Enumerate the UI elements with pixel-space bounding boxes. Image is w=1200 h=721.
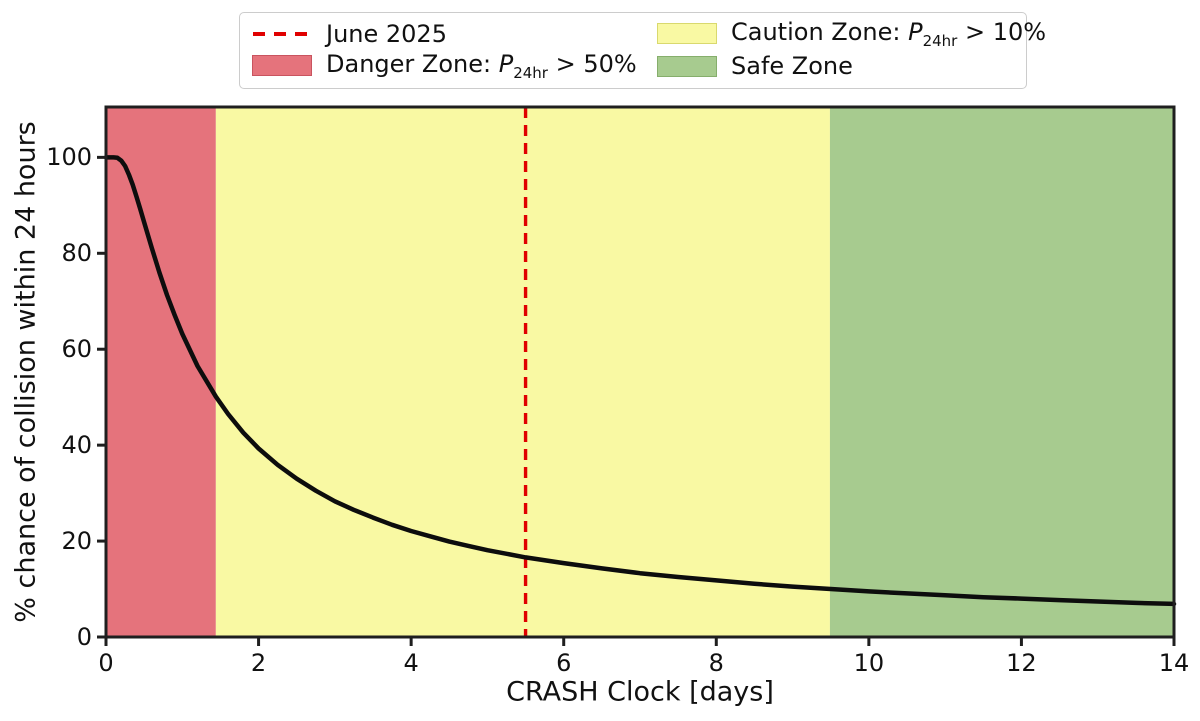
legend: June 2025 Danger Zone: P24hr > 50% Cauti… (239, 12, 1046, 89)
danger-label-subscript: 24hr (513, 63, 548, 82)
probability-curve (103, 155, 1177, 607)
caution-label-subscript: 24hr (922, 31, 958, 50)
caution-zone-region (215, 107, 830, 637)
legend-item-safe-zone: Safe Zone (657, 52, 1046, 80)
danger-zone-swatch (252, 55, 312, 77)
legend-label-danger-zone: Danger Zone: P24hr > 50% (326, 50, 637, 82)
dashed-line-swatch (253, 32, 311, 36)
x-axis-label: CRASH Clock [days] (506, 676, 774, 708)
legend-label-safe-zone: Safe Zone (731, 52, 853, 80)
legend-label-june-2025: June 2025 (326, 20, 447, 48)
legend-label-caution-zone: Caution Zone: P24hr > 10% (731, 18, 1046, 50)
danger-label-prefix: Danger Zone: (326, 50, 499, 79)
legend-item-june-2025: June 2025 (252, 20, 657, 48)
caution-label-prefix: Caution Zone: (731, 18, 909, 47)
danger-zone-region (106, 107, 216, 637)
danger-label-pvar: P (498, 50, 514, 79)
danger-label-suffix: > 50% (547, 50, 637, 79)
legend-item-danger-zone: Danger Zone: P24hr > 50% (252, 50, 657, 82)
caution-zone-swatch (657, 23, 717, 45)
y-axis-label: % chance of collision within 24 hours (10, 121, 42, 623)
caution-label-pvar: P (908, 18, 923, 47)
safe-zone-region (829, 107, 1174, 637)
safe-zone-swatch (657, 55, 717, 77)
caution-label-suffix: > 10% (957, 18, 1047, 47)
plot-frame (104, 105, 1176, 639)
legend-item-caution-zone: Caution Zone: P24hr > 10% (657, 18, 1046, 50)
